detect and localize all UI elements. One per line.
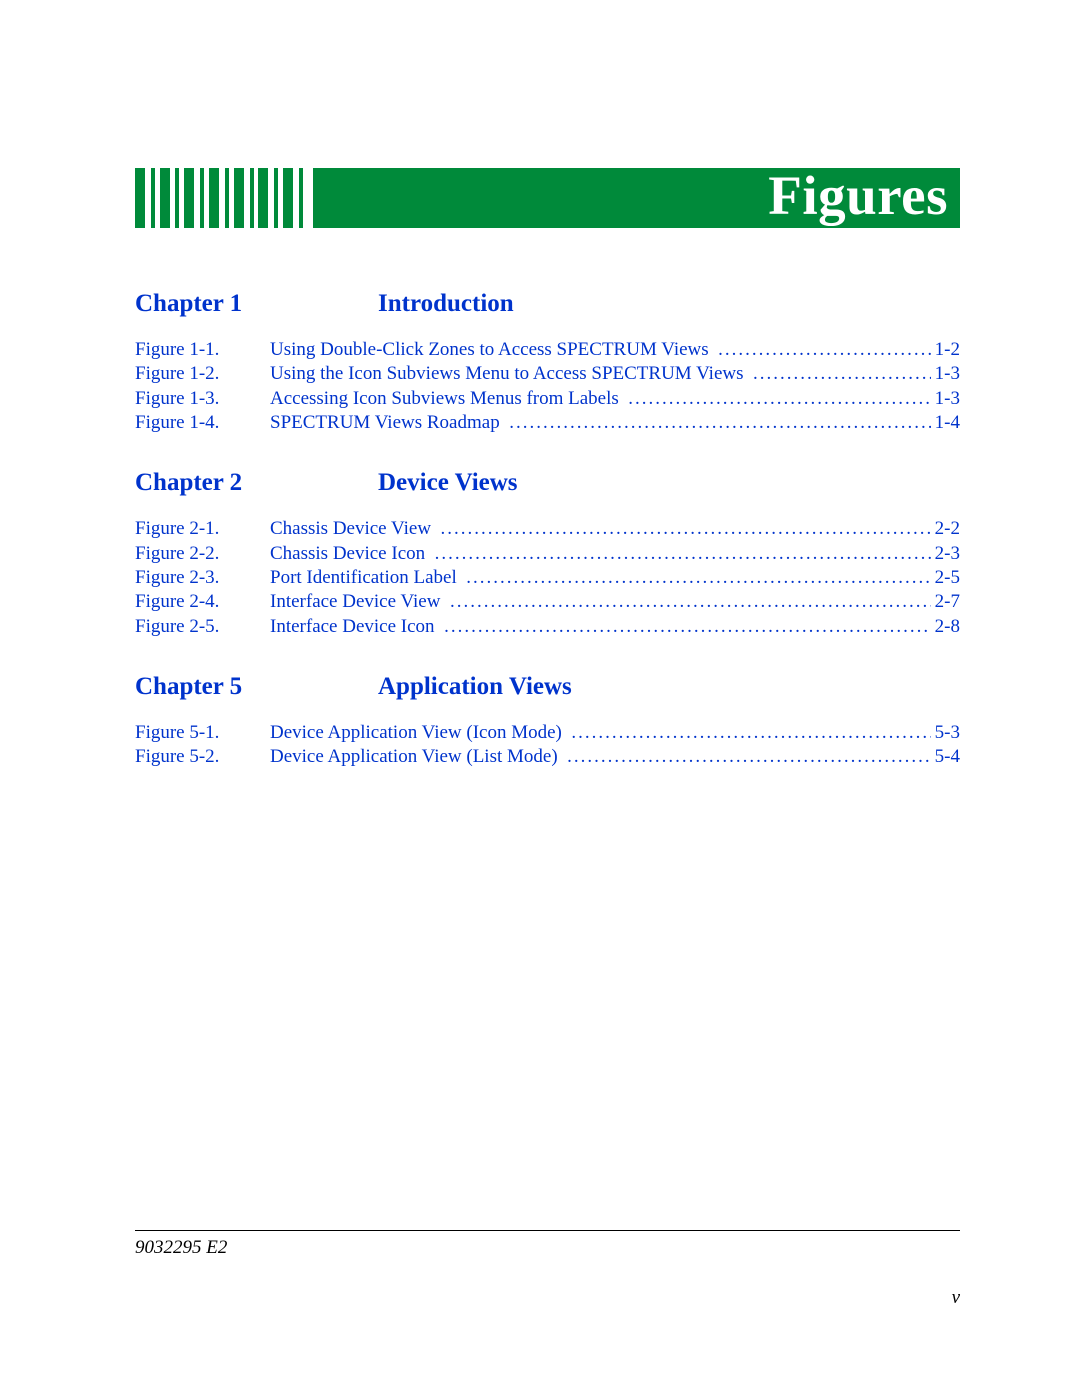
chapter-label[interactable]: Chapter 2 [135, 469, 378, 497]
figure-entry[interactable]: Figure 1-4. SPECTRUM Views Roadmap 1-4 [135, 411, 960, 435]
figure-label: Figure 5-2. [135, 745, 270, 769]
figure-label: Figure 1-4. [135, 411, 270, 435]
figure-page: 5-3 [931, 721, 960, 745]
figure-label: Figure 2-2. [135, 542, 270, 566]
figure-page: 1-3 [931, 362, 960, 386]
chapter-label[interactable]: Chapter 1 [135, 290, 378, 318]
banner-bar: Figures [313, 168, 960, 228]
leader-dots [628, 387, 930, 411]
figure-entry[interactable]: Figure 1-3. Accessing Icon Subviews Menu… [135, 387, 960, 411]
leader-dots [444, 615, 931, 639]
figure-entry[interactable]: Figure 2-4. Interface Device View 2-7 [135, 590, 960, 614]
figure-entry[interactable]: Figure 2-2. Chassis Device Icon 2-3 [135, 542, 960, 566]
figure-title: Chassis Device Icon [270, 542, 435, 566]
chapter-entries: Figure 1-1. Using Double-Click Zones to … [135, 338, 960, 435]
chapter-title[interactable]: Application Views [378, 673, 572, 701]
figure-title: Interface Device View [270, 590, 450, 614]
figure-page: 2-2 [931, 517, 960, 541]
chapter-heading: Chapter 5 Application Views [135, 673, 960, 701]
footer-rule [135, 1230, 960, 1231]
chapter-heading: Chapter 2 Device Views [135, 469, 960, 497]
chapter-heading: Chapter 1 Introduction [135, 290, 960, 318]
figure-label: Figure 2-3. [135, 566, 270, 590]
figure-label: Figure 2-4. [135, 590, 270, 614]
chapter-title[interactable]: Device Views [378, 469, 518, 497]
leader-dots [571, 721, 930, 745]
figure-label: Figure 1-1. [135, 338, 270, 362]
figure-page: 1-4 [931, 411, 960, 435]
banner-title: Figures [768, 164, 948, 227]
figure-page: 5-4 [931, 745, 960, 769]
figure-page: 2-8 [931, 615, 960, 639]
figure-title: Device Application View (List Mode) [270, 745, 567, 769]
chapter-entries: Figure 5-1. Device Application View (Ico… [135, 721, 960, 770]
figure-page: 2-3 [931, 542, 960, 566]
figure-entry[interactable]: Figure 1-1. Using Double-Click Zones to … [135, 338, 960, 362]
leader-dots [509, 411, 930, 435]
figure-page: 2-7 [931, 590, 960, 614]
figure-title: Accessing Icon Subviews Menus from Label… [270, 387, 628, 411]
chapter-entries: Figure 2-1. Chassis Device View 2-2 Figu… [135, 517, 960, 639]
figure-page: 2-5 [931, 566, 960, 590]
footer-page-number: v [952, 1287, 960, 1309]
figure-label: Figure 2-1. [135, 517, 270, 541]
figure-entry[interactable]: Figure 2-5. Interface Device Icon 2-8 [135, 615, 960, 639]
title-banner: Figures [135, 168, 960, 228]
figure-title: Using the Icon Subviews Menu to Access S… [270, 362, 753, 386]
footer-row: v [135, 1287, 960, 1309]
footer-row: 9032295 E2 [135, 1237, 960, 1259]
leader-dots [567, 745, 931, 769]
figure-title: Chassis Device View [270, 517, 441, 541]
chapter-label[interactable]: Chapter 5 [135, 673, 378, 701]
leader-dots [753, 362, 931, 386]
barcode-graphic [135, 168, 303, 228]
leader-dots [450, 590, 931, 614]
figure-entry[interactable]: Figure 2-1. Chassis Device View 2-2 [135, 517, 960, 541]
footer-doc-id: 9032295 E2 [135, 1237, 227, 1259]
figure-title: Port Identification Label [270, 566, 466, 590]
figure-title: Interface Device Icon [270, 615, 444, 639]
figure-entry[interactable]: Figure 5-1. Device Application View (Ico… [135, 721, 960, 745]
figure-label: Figure 5-1. [135, 721, 270, 745]
figure-label: Figure 1-3. [135, 387, 270, 411]
figure-title: SPECTRUM Views Roadmap [270, 411, 509, 435]
leader-dots [466, 566, 930, 590]
chapter-title[interactable]: Introduction [378, 290, 514, 318]
figure-page: 1-2 [931, 338, 960, 362]
figure-entry[interactable]: Figure 5-2. Device Application View (Lis… [135, 745, 960, 769]
leader-dots [435, 542, 931, 566]
figure-page: 1-3 [931, 387, 960, 411]
figure-entry[interactable]: Figure 2-3. Port Identification Label 2-… [135, 566, 960, 590]
figure-label: Figure 1-2. [135, 362, 270, 386]
page-content: Figures Chapter 1 Introduction Figure 1-… [0, 0, 1080, 769]
leader-dots [718, 338, 931, 362]
figure-title: Using Double-Click Zones to Access SPECT… [270, 338, 718, 362]
figure-title: Device Application View (Icon Mode) [270, 721, 571, 745]
page-footer: 9032295 E2 v [135, 1230, 960, 1309]
figure-entry[interactable]: Figure 1-2. Using the Icon Subviews Menu… [135, 362, 960, 386]
figure-label: Figure 2-5. [135, 615, 270, 639]
leader-dots [441, 517, 931, 541]
